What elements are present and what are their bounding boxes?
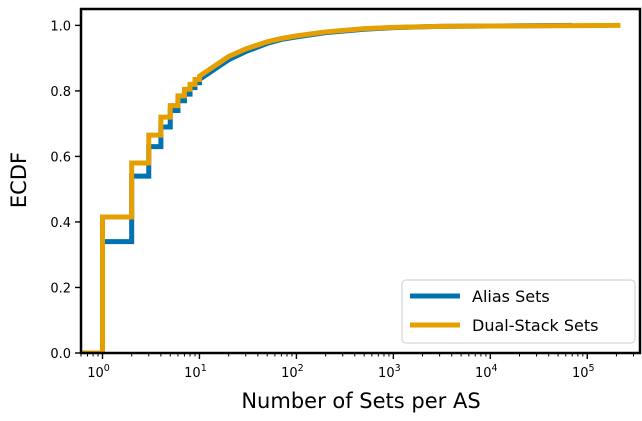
x-tick-label: 105 [572, 363, 595, 381]
axes-layer: 0.0 0.2 0.4 0.6 0.8 1.0 100 101 102 103 104 105 [50, 7, 642, 381]
y-tick-label: 0.6 [50, 150, 71, 165]
legend-box [401, 279, 636, 344]
x-tick-label: 103 [378, 363, 401, 381]
y-tick-label: 0.4 [50, 216, 71, 231]
x-axis-label: Number of Sets per AS [241, 389, 480, 413]
legend: Alias Sets Dual-Stack Sets [401, 279, 636, 344]
plot-frame [79, 7, 642, 355]
series-line-1 [81, 22, 621, 353]
legend-label: Dual-Stack Sets [472, 316, 598, 335]
x-tick-label: 100 [87, 363, 110, 381]
x-tick-label: 101 [184, 363, 207, 381]
x-tick-label: 102 [281, 363, 304, 381]
x-tick-label: 104 [475, 363, 498, 381]
y-tick-label: 0.0 [50, 347, 71, 362]
y-axis-label: ECDF [7, 152, 31, 208]
plot-layer [81, 22, 621, 353]
y-tick-label: 1.0 [50, 19, 71, 34]
y-tick-label: 0.8 [50, 85, 71, 100]
legend-label: Alias Sets [472, 287, 550, 306]
y-tick-label: 0.2 [50, 281, 71, 296]
